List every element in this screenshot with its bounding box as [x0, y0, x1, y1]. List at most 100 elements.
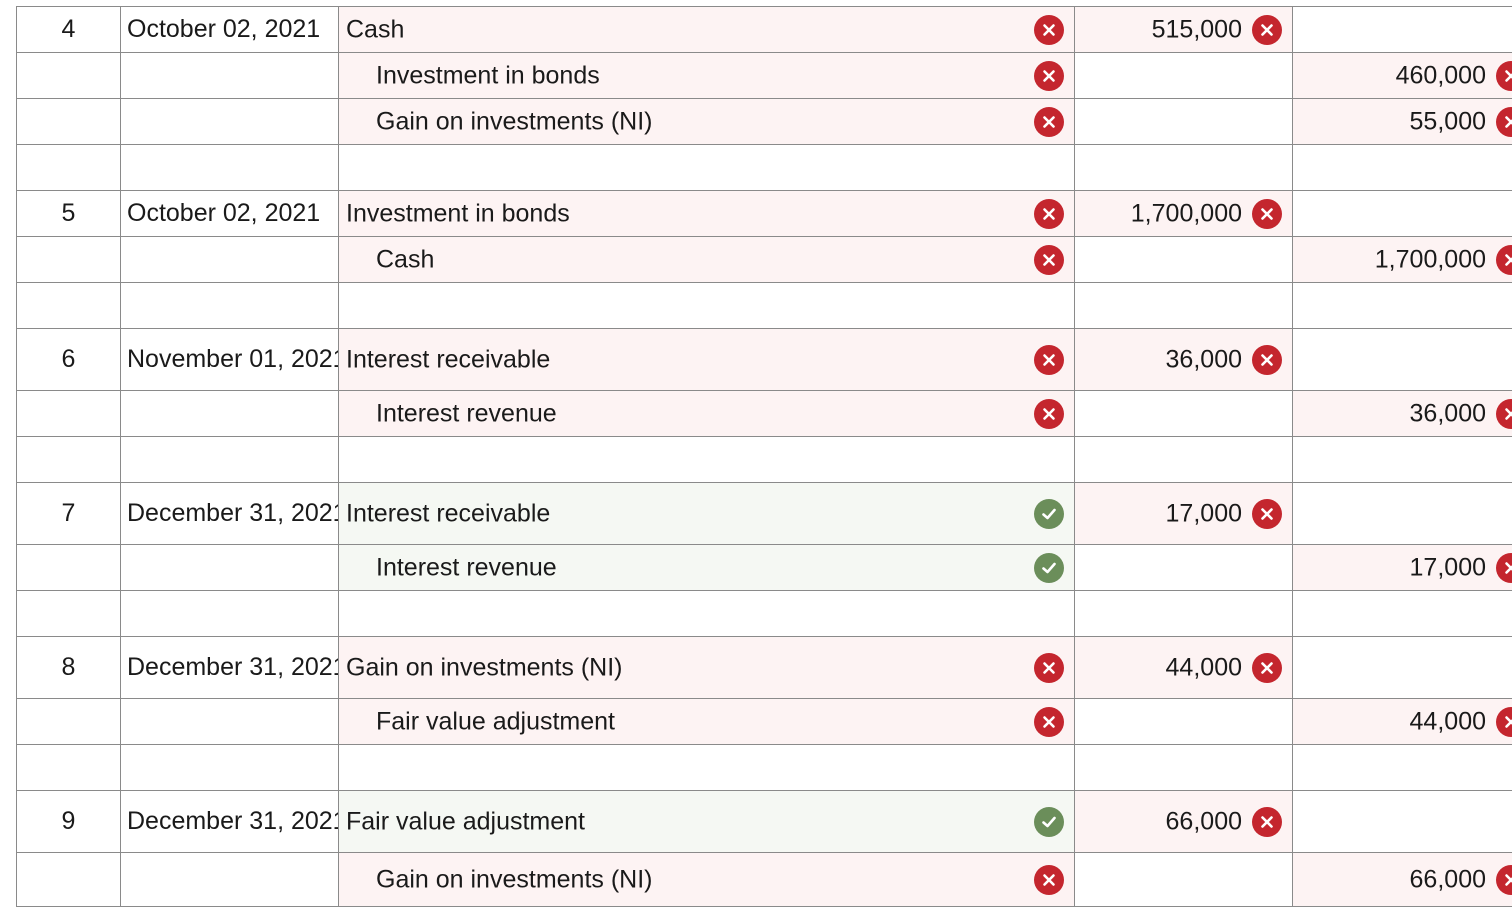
spacer-credit-field[interactable]	[1293, 745, 1512, 791]
entry-number	[17, 699, 121, 745]
spacer-account-field[interactable]	[339, 591, 1075, 637]
account-field[interactable]: Interest receivable	[339, 329, 1075, 391]
x-circle-icon	[1252, 653, 1282, 683]
debit-field[interactable]	[1075, 237, 1293, 283]
credit-amount: 44,000	[1410, 707, 1486, 736]
credit-field[interactable]: 44,000	[1293, 699, 1512, 745]
credit-field[interactable]	[1293, 637, 1512, 699]
credit-field[interactable]: 55,000	[1293, 99, 1512, 145]
entry-date-field[interactable]: October 02, 2021	[121, 7, 339, 53]
entry-date-field[interactable]: November 01, 2021	[121, 329, 339, 391]
debit-field[interactable]: 66,000	[1075, 791, 1293, 853]
credit-amount: 1,700,000	[1375, 245, 1486, 274]
x-circle-icon	[1496, 399, 1512, 429]
debit-amount: 515,000	[1152, 15, 1242, 44]
debit-amount: 1,700,000	[1131, 199, 1242, 228]
spacer-debit-field[interactable]	[1075, 145, 1293, 191]
spacer-account-field[interactable]	[339, 437, 1075, 483]
spacer-credit-field[interactable]	[1293, 591, 1512, 637]
debit-field[interactable]	[1075, 53, 1293, 99]
spacer-debit-field[interactable]	[1075, 745, 1293, 791]
credit-field[interactable]	[1293, 7, 1512, 53]
entry-number: 6	[17, 329, 121, 391]
x-circle-icon	[1034, 199, 1064, 229]
spacer-date-cell[interactable]	[121, 437, 339, 483]
spacer-debit-field[interactable]	[1075, 591, 1293, 637]
debit-field[interactable]: 17,000	[1075, 483, 1293, 545]
credit-field[interactable]	[1293, 329, 1512, 391]
entry-number: 7	[17, 483, 121, 545]
credit-field[interactable]: 66,000	[1293, 853, 1512, 907]
spacer-account-field[interactable]	[339, 145, 1075, 191]
debit-field[interactable]: 44,000	[1075, 637, 1293, 699]
debit-field[interactable]	[1075, 699, 1293, 745]
debit-field[interactable]: 36,000	[1075, 329, 1293, 391]
account-field[interactable]: Investment in bonds	[339, 191, 1075, 237]
account-field[interactable]: Fair value adjustment	[339, 791, 1075, 853]
entry-number	[17, 99, 121, 145]
entry-date-field[interactable]: December 31, 2021	[121, 483, 339, 545]
entry-number	[17, 545, 121, 591]
entry-date-field[interactable]: December 31, 2021	[121, 637, 339, 699]
x-circle-icon	[1496, 707, 1512, 737]
entry-date-field[interactable]: October 02, 2021	[121, 191, 339, 237]
entry-number	[17, 237, 121, 283]
account-field[interactable]: Fair value adjustment	[339, 699, 1075, 745]
account-field[interactable]: Gain on investments (NI)	[339, 637, 1075, 699]
x-circle-icon	[1496, 553, 1512, 583]
x-circle-icon	[1496, 61, 1512, 91]
account-name: Investment in bonds	[346, 199, 570, 228]
check-circle-icon	[1034, 807, 1064, 837]
debit-field[interactable]: 515,000	[1075, 7, 1293, 53]
credit-amount: 17,000	[1410, 553, 1486, 582]
spacer-debit-field[interactable]	[1075, 437, 1293, 483]
account-field[interactable]: Interest revenue	[339, 391, 1075, 437]
entry-number	[17, 53, 121, 99]
entry-date-field	[121, 853, 339, 907]
debit-field[interactable]: 1,700,000	[1075, 191, 1293, 237]
spacer-number-cell	[17, 145, 121, 191]
spacer-account-field[interactable]	[339, 283, 1075, 329]
spacer-date-cell[interactable]	[121, 283, 339, 329]
account-field[interactable]: Gain on investments (NI)	[339, 99, 1075, 145]
credit-field[interactable]	[1293, 191, 1512, 237]
credit-field[interactable]	[1293, 483, 1512, 545]
spacer-date-cell[interactable]	[121, 145, 339, 191]
journal-line-row: Interest revenue 17,000	[17, 545, 1512, 591]
credit-field[interactable]: 460,000	[1293, 53, 1512, 99]
spacer-account-field[interactable]	[339, 745, 1075, 791]
spacer-credit-field[interactable]	[1293, 283, 1512, 329]
x-circle-icon	[1034, 107, 1064, 137]
account-field[interactable]: Investment in bonds	[339, 53, 1075, 99]
debit-field[interactable]	[1075, 391, 1293, 437]
credit-field[interactable]: 1,700,000	[1293, 237, 1512, 283]
account-field[interactable]: Interest revenue	[339, 545, 1075, 591]
debit-amount: 36,000	[1166, 345, 1242, 374]
x-circle-icon	[1496, 245, 1512, 275]
spacer-number-cell	[17, 437, 121, 483]
spacer-credit-field[interactable]	[1293, 145, 1512, 191]
credit-amount: 460,000	[1396, 61, 1486, 90]
account-name: Cash	[346, 15, 404, 44]
spacer-date-cell[interactable]	[121, 745, 339, 791]
spacer-debit-field[interactable]	[1075, 283, 1293, 329]
account-field[interactable]: Gain on investments (NI)	[339, 853, 1075, 907]
spacer-date-cell[interactable]	[121, 591, 339, 637]
x-circle-icon	[1034, 15, 1064, 45]
debit-field[interactable]	[1075, 545, 1293, 591]
entry-date-field	[121, 545, 339, 591]
entry-date-field[interactable]: December 31, 2021	[121, 791, 339, 853]
account-field[interactable]: Interest receivable	[339, 483, 1075, 545]
x-circle-icon	[1034, 865, 1064, 895]
spacer-row	[17, 145, 1512, 191]
credit-field[interactable]: 17,000	[1293, 545, 1512, 591]
account-field[interactable]: Cash	[339, 237, 1075, 283]
debit-field[interactable]	[1075, 99, 1293, 145]
spacer-credit-field[interactable]	[1293, 437, 1512, 483]
credit-field[interactable]	[1293, 791, 1512, 853]
account-field[interactable]: Cash	[339, 7, 1075, 53]
account-name: Fair value adjustment	[346, 807, 585, 836]
debit-field[interactable]	[1075, 853, 1293, 907]
credit-field[interactable]: 36,000	[1293, 391, 1512, 437]
